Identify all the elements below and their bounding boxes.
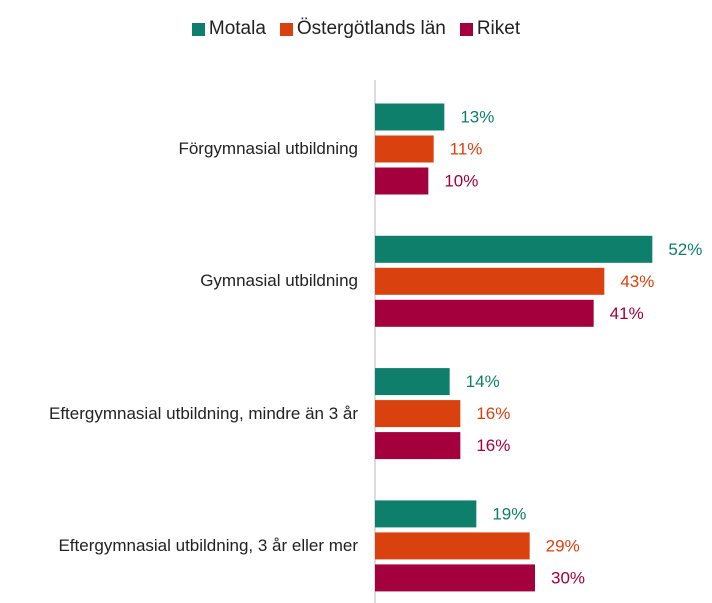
bar xyxy=(375,235,653,263)
legend-swatch xyxy=(459,22,473,36)
value-label: 41% xyxy=(610,304,644,323)
value-label: 16% xyxy=(476,404,510,423)
legend-swatch xyxy=(279,22,293,36)
legend-item: Riket xyxy=(459,18,521,40)
value-label: 13% xyxy=(460,107,494,126)
bar xyxy=(375,299,594,327)
bar xyxy=(375,135,434,163)
legend-item: Motala xyxy=(191,18,266,40)
value-label: 30% xyxy=(551,568,585,587)
value-label: 16% xyxy=(476,436,510,455)
legend-item: Östergötlands län xyxy=(279,18,446,40)
bar xyxy=(375,564,535,592)
legend: Motala Östergötlands län Riket xyxy=(0,18,712,40)
bar xyxy=(375,267,605,295)
category-label: Eftergymnasial utbildning, mindre än 3 å… xyxy=(49,403,358,423)
value-label: 11% xyxy=(450,139,483,158)
legend-swatch xyxy=(191,22,205,36)
category-label: Gymnasial utbildning xyxy=(200,271,358,291)
legend-label: Riket xyxy=(476,18,521,39)
legend-label: Motala xyxy=(208,18,266,39)
category-label: Förgymnasial utbildning xyxy=(178,139,358,158)
value-label: 19% xyxy=(492,504,526,523)
bar xyxy=(375,368,450,396)
value-label: 14% xyxy=(466,372,500,391)
legend-label: Östergötlands län xyxy=(296,18,446,39)
value-label: 52% xyxy=(668,240,702,259)
value-label: 10% xyxy=(444,171,478,190)
value-label: 43% xyxy=(620,272,654,291)
bar xyxy=(375,532,530,560)
bar xyxy=(375,167,429,195)
value-label: 29% xyxy=(546,536,580,555)
bar xyxy=(375,400,461,428)
bar xyxy=(375,432,461,460)
bar xyxy=(375,500,477,528)
bar xyxy=(375,103,445,131)
category-label: Eftergymnasial utbildning, 3 år eller me… xyxy=(58,535,358,555)
